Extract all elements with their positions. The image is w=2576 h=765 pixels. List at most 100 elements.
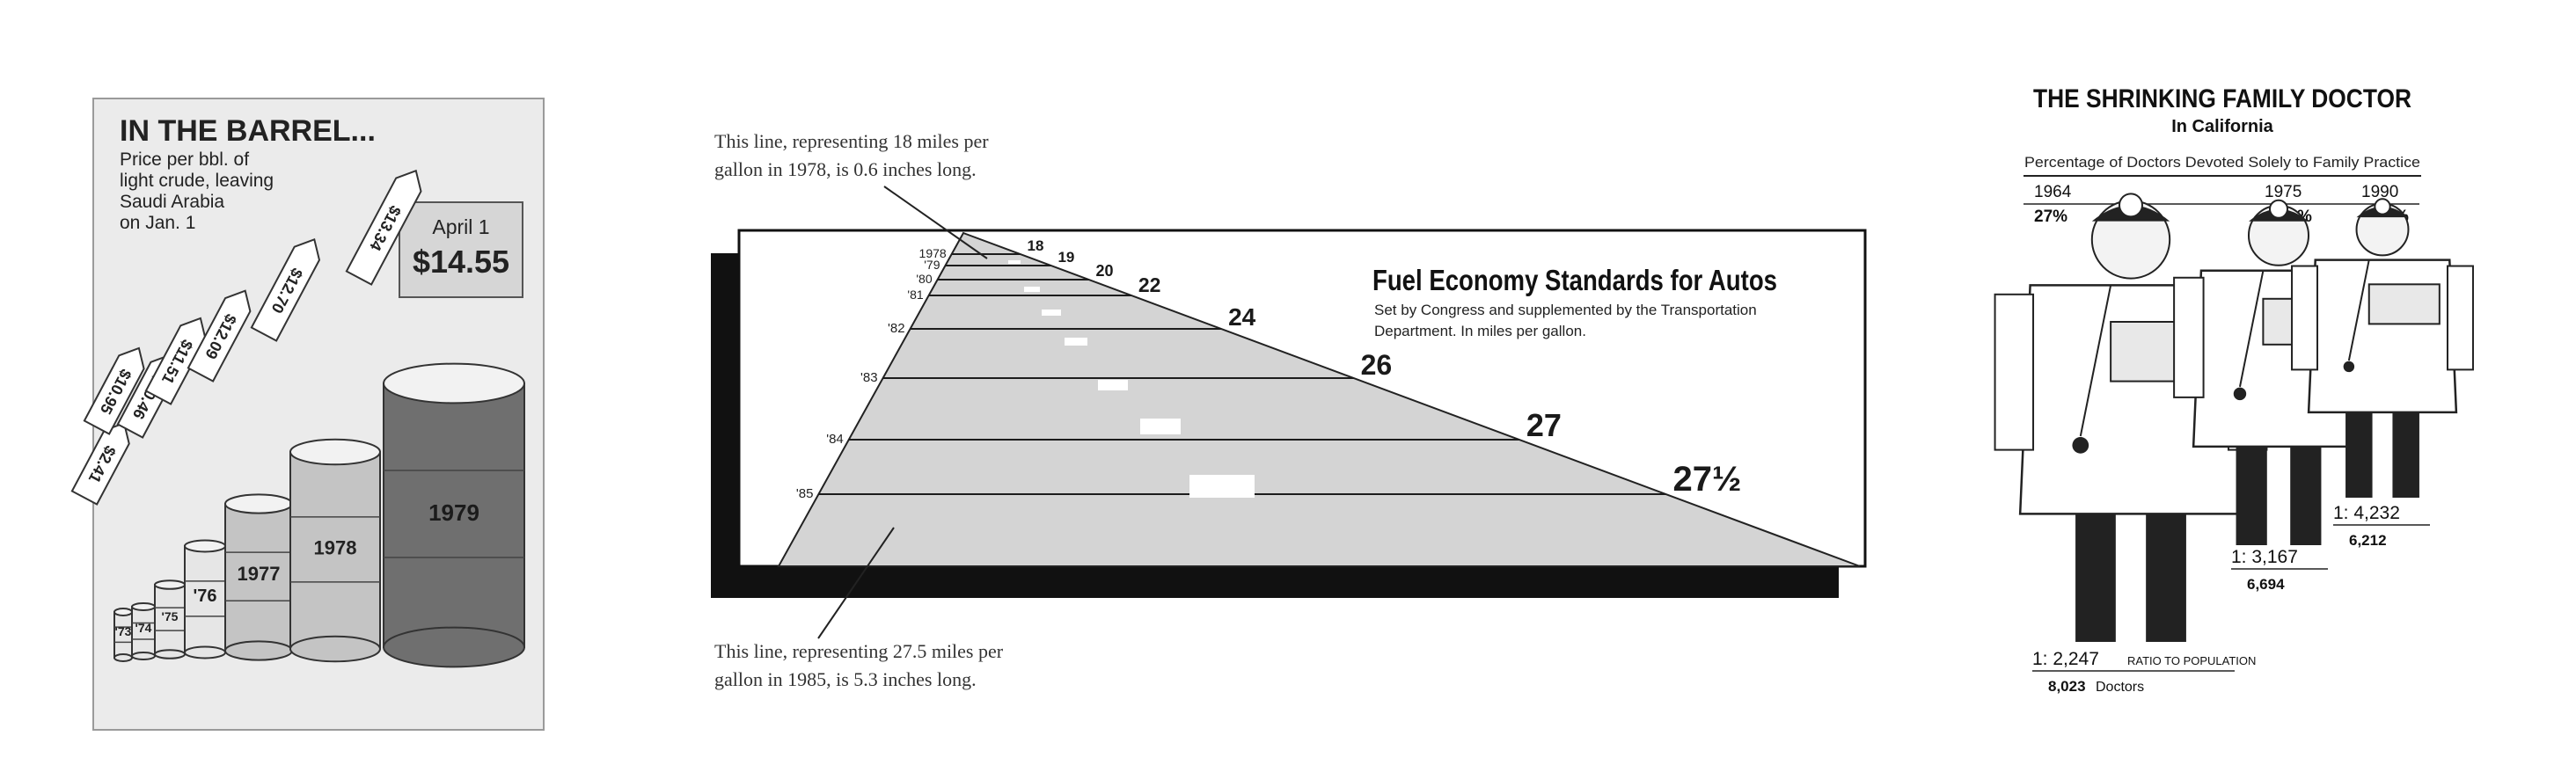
doctor-arm [2173, 276, 2205, 398]
road-dash [1189, 475, 1255, 498]
fuel-mpg-label: 27 [1526, 407, 1562, 443]
april-callout-label: April 1 [432, 215, 489, 238]
price-tag-shape [116, 353, 177, 439]
doctor-arm [2353, 276, 2384, 398]
fuel-standard-lines: 1978 18 '79 19 '80 20 '81 22 '82 24 '83 26 '84 27 '85 2… [796, 237, 1742, 501]
road-dash [1065, 338, 1087, 346]
fuel-year-label: 1978 [919, 246, 947, 260]
doctor-year-label: 1964 [2034, 183, 2072, 201]
price-tag-label: $12.09 [201, 311, 240, 362]
barrel-base [289, 635, 381, 663]
barrel-lid [154, 579, 186, 590]
price-tag-shape [83, 346, 145, 435]
road-dash [1140, 419, 1181, 434]
fuel-year-label: '81 [907, 288, 923, 302]
doctor-leg [2075, 495, 2116, 642]
doctor-coat [2192, 269, 2366, 448]
annotation-top-line-2: gallon in 1978, is 0.6 inches long. [714, 158, 977, 180]
barrel-body [154, 584, 186, 655]
doctor-title: THE SHRINKING FAMILY DOCTOR [2033, 84, 2411, 113]
fuel-title: Fuel Economy Standards for Autos [1372, 264, 1777, 296]
price-tag-shape [187, 289, 252, 382]
doctor-percent-label: 27% [2034, 208, 2067, 226]
doctor-coat [2018, 284, 2243, 515]
doctor-clipboard [2262, 297, 2345, 346]
doctor-count-label: 6,694 [2247, 576, 2285, 593]
price-tag-label: $10.46 [129, 371, 168, 422]
barrels-group: '73'74 '75 '76 1977 1978 1979 [113, 362, 525, 668]
doctor-clipboard [2367, 283, 2441, 325]
annotation-top-line-1: This line, representing 18 miles per [714, 130, 989, 152]
barrel-base [224, 640, 293, 661]
price-tag: $11.51 [144, 317, 207, 405]
barrel-body [383, 382, 525, 648]
fuel-year-label: '83 [860, 370, 878, 385]
barrel: '75 [154, 579, 186, 659]
doctor-head [2355, 202, 2410, 257]
barrel-year-label: '73 [115, 624, 132, 638]
fuel-mpg-label: 26 [1361, 349, 1393, 381]
doctor-arm [1994, 293, 2035, 451]
doctor-figures [1994, 193, 2474, 642]
doctor-figure [1994, 193, 2268, 642]
doctor-clipboard [2110, 321, 2218, 382]
doctor-ratio-caption: RATIO TO POPULATION [2127, 654, 2256, 667]
doctor-leg [2345, 400, 2373, 498]
doctor-arm [2227, 293, 2268, 451]
fuel-mpg-label: 20 [1095, 262, 1113, 280]
doctor-leg [2236, 432, 2267, 545]
doctor-ratio-label: 1: 3,167 [2231, 547, 2298, 567]
barrel-lid [184, 539, 226, 553]
barrel-subtitle-line-2: light crude, leaving [120, 171, 274, 191]
barrel-base [131, 652, 156, 660]
fuel-mpg-label: 27½ [1673, 460, 1742, 499]
fuel-mpg-label: 19 [1057, 249, 1074, 266]
annotation-bottom-line-2: gallon in 1985, is 5.3 inches long. [714, 668, 977, 690]
april-callout-box [399, 201, 523, 298]
road-dash [1098, 380, 1128, 390]
price-tag-label: $13.34 [366, 202, 405, 253]
fuel-mpg-label: 22 [1138, 273, 1161, 296]
doctor-ratio-labels: 1: 2,247 8,023 1: 3,167 6,694 1: 4,232 6,212 R… [2032, 503, 2430, 695]
fuel-mpg-label: 18 [1028, 237, 1044, 254]
barrel-subtitle-line-1: Price per bbl. of [120, 149, 249, 170]
fuel-year-label: '85 [796, 486, 814, 501]
doctor-year-label: 1990 [2361, 183, 2398, 201]
barrel-base [154, 649, 186, 659]
price-tag: $10.46 [116, 353, 177, 439]
head-mirror-icon [2374, 198, 2391, 215]
barrel-lid [383, 362, 525, 404]
doctor-count-label: 8,023 [2048, 678, 2086, 695]
doctor-year-label: 1975 [2265, 183, 2302, 201]
barrel: '73 [113, 608, 133, 662]
road-dash [1042, 310, 1061, 316]
fuel-year-label: '80 [916, 272, 932, 286]
barrel-year-label: 1977 [238, 563, 281, 585]
annotation-bottom-line-1: This line, representing 27.5 miles per [714, 640, 1004, 662]
doctor-percent-label: 16.0% [2265, 208, 2312, 226]
barrel-body [224, 503, 293, 652]
doctor-coat [2307, 259, 2458, 414]
barrel-lid [289, 438, 381, 466]
barrel-year-label: 1979 [428, 499, 479, 526]
doctor-head [2090, 200, 2171, 280]
barrel-body [184, 545, 226, 653]
fuel-year-label: '82 [888, 321, 905, 336]
price-tag-label: $12.70 [268, 266, 307, 317]
price-tag-shape [250, 237, 321, 342]
road-dash [1008, 260, 1021, 264]
doctor-ratio-label: 1: 4,232 [2333, 503, 2400, 523]
road-triangle [777, 231, 1861, 567]
stethoscope-bell [2233, 387, 2247, 401]
barrel-year-label: 1978 [314, 536, 357, 558]
doctor-hair [2091, 205, 2170, 222]
price-tag-shape [144, 317, 207, 405]
barrel-year-label: '76 [193, 586, 216, 606]
doctor-year-columns: 1964 27% 1975 16.0% 1990 12.0% [2023, 183, 2419, 226]
barrel-panel-background [92, 98, 545, 731]
doctor-count-caption: Doctors [2096, 680, 2144, 695]
road-dash [1024, 287, 1040, 292]
barrel-base [113, 653, 133, 662]
